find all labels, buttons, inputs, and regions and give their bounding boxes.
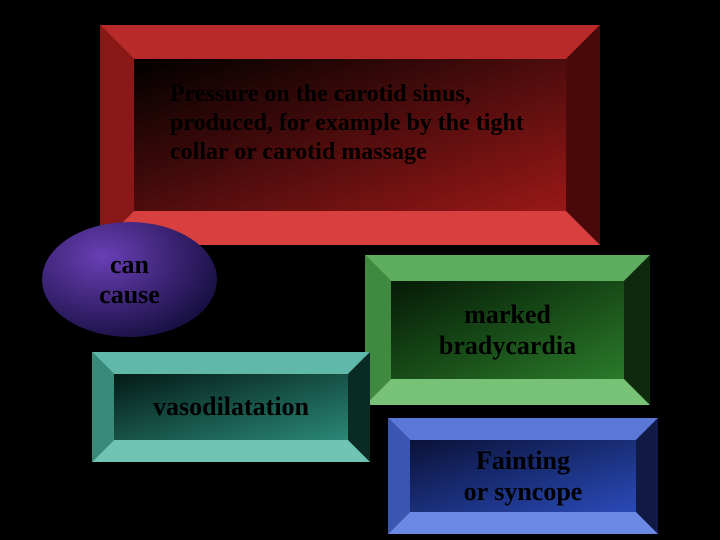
green-box: marked bradycardia — [365, 255, 650, 405]
blue-box: Fainting or syncope — [388, 418, 658, 534]
teal-box-text: vasodilatation — [141, 391, 321, 422]
main-box-text: Pressure on the carotid sinus, produced,… — [170, 80, 560, 166]
green-line1: marked — [464, 300, 551, 329]
blue-line1: Fainting — [476, 446, 570, 475]
green-box-text: marked bradycardia — [427, 299, 588, 361]
blue-box-text: Fainting or syncope — [452, 445, 595, 507]
green-line2: bradycardia — [439, 331, 576, 360]
can-cause-ellipse: can cause — [42, 222, 217, 337]
blue-line2: or syncope — [464, 477, 583, 506]
teal-box: vasodilatation — [92, 352, 370, 462]
ellipse-line1: can — [110, 250, 149, 279]
ellipse-text: can cause — [99, 250, 160, 310]
main-box: Pressure on the carotid sinus, produced,… — [100, 25, 600, 245]
ellipse-line2: cause — [99, 280, 160, 309]
